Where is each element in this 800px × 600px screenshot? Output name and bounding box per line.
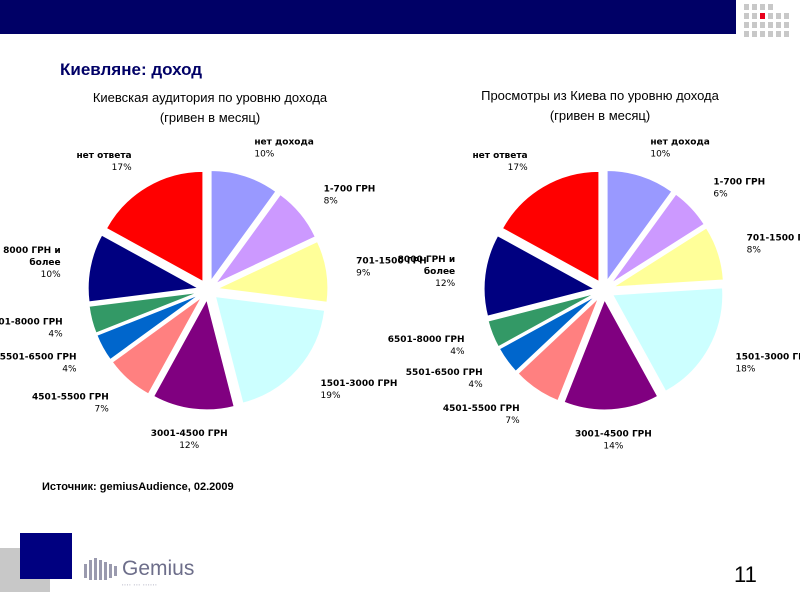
pie-slice [215, 193, 316, 285]
slice-percent-label: 10% [254, 149, 274, 159]
brand-name: Gemius [122, 557, 195, 580]
slice-category-label: нет ответа [76, 151, 131, 161]
slice-category-label: более [29, 257, 60, 268]
slice-category-label: 5501-6500 ГРН [406, 368, 483, 378]
slice-percent-label: 19% [321, 391, 341, 401]
pie-slice [87, 234, 200, 303]
slice-percent-label: 12% [179, 441, 199, 451]
slice-category-label: 1-700 ГРН [713, 177, 765, 187]
pie-slice [216, 240, 329, 303]
pie-slice [483, 235, 596, 317]
chart-1-title-line-1: Киевская аудитория по уровню дохода [92, 90, 328, 105]
chart-1-title: Киевская аудитория по уровню дохода (гри… [30, 88, 390, 128]
slice-percent-label: 7% [95, 405, 110, 415]
pie-slice [105, 170, 204, 283]
pie-slice [153, 298, 235, 411]
slice-percent-label: 6% [713, 189, 728, 199]
pie-slice [487, 293, 595, 348]
pie-slice [563, 298, 659, 411]
slice-percent-label: 12% [435, 279, 455, 289]
chart-2-title: Просмотры из Киева по уровню дохода (гри… [420, 86, 780, 126]
slice-percent-label: 8% [747, 246, 762, 256]
slide-title: Киевляне: доход [60, 60, 203, 79]
slice-percent-label: 10% [650, 149, 670, 159]
pie-chart-2: нет дохода 10% 1-700 ГРН 6% 701-1500 ГРН 8% 15… [388, 137, 800, 451]
chart-1-title-line-2: (гривен в месяц) [159, 110, 261, 125]
slice-percent-label: 4% [48, 329, 63, 339]
chart-2-title-line-1: Просмотры из Киева по уровню дохода [481, 88, 719, 103]
slice-percent-label: 17% [112, 163, 132, 173]
logo-grid-icon [744, 4, 789, 37]
slice-percent-label: 18% [735, 364, 755, 374]
footer-navy-square [20, 533, 72, 579]
slice-category-label: 3001-4500 ГРН [151, 429, 228, 439]
slice-category-label: 4501-5500 ГРН [443, 404, 520, 414]
pie-slice [111, 297, 202, 395]
slice-category-label: 1501-3000 ГРН [321, 379, 398, 389]
top-banner [0, 0, 736, 34]
slice-category-label: нет дохода [254, 137, 313, 147]
pie-slice [606, 169, 673, 283]
pie-slice [501, 170, 600, 283]
pie-slice [210, 169, 277, 283]
slice-percent-label: 4% [62, 364, 77, 374]
slice-percent-label: 4% [468, 380, 483, 390]
slice-category-label: 3001-4500 ГРН [575, 430, 652, 440]
slice-category-label: 1-700 ГРН [324, 184, 376, 194]
pie-chart-1: нет дохода 10% 1-700 ГРН 8% 701-1500 ГРН 9% 15… [0, 137, 427, 450]
brand-tagline-decoration: ▪▪▪▪ ▪▪▪ ▪▪▪▪▪▪ [122, 582, 158, 587]
pie-slice [214, 296, 326, 404]
slice-percent-label: 7% [505, 416, 520, 426]
slice-category-label: 4501-5500 ГРН [32, 393, 109, 403]
slice-category-label: нет ответа [472, 151, 527, 161]
pie-slice [88, 291, 199, 334]
slice-category-label: 6501-8000 ГРН [0, 317, 63, 327]
pie-slice [96, 294, 200, 361]
slice-percent-label: 10% [41, 270, 61, 280]
pie-slice [517, 297, 599, 402]
slice-category-label: более [424, 266, 455, 277]
slice-category-label: 701-1500 ГРН [747, 234, 800, 244]
slice-percent-label: 17% [508, 163, 528, 173]
source-note: Источник: gemiusAudience, 02.2009 [42, 481, 234, 493]
slice-percent-label: 14% [603, 442, 623, 452]
gemius-logo-icon [84, 558, 117, 580]
slice-category-label: 6501-8000 ГРН [388, 335, 465, 345]
slice-category-label: 701-1500 ГРН [356, 257, 427, 267]
page-number: 11 [734, 562, 757, 587]
pie-slice [610, 193, 705, 284]
pie-slice [613, 227, 724, 288]
slice-category-label: 5501-6500 ГРН [0, 352, 77, 362]
slice-percent-label: 8% [324, 196, 339, 206]
slice-category-label: 8000 ГРН и [3, 246, 61, 256]
slice-percent-label: 4% [450, 347, 465, 357]
pie-slice [611, 287, 724, 392]
slice-category-label: нет дохода [650, 137, 709, 147]
slice-category-label: 8000 ГРН и [398, 255, 456, 265]
chart-2-title-line-2: (гривен в месяц) [549, 108, 651, 123]
slice-category-label: 1501-3000 ГРН [735, 352, 800, 362]
slice-percent-label: 9% [356, 269, 371, 279]
pie-slice [498, 295, 597, 372]
